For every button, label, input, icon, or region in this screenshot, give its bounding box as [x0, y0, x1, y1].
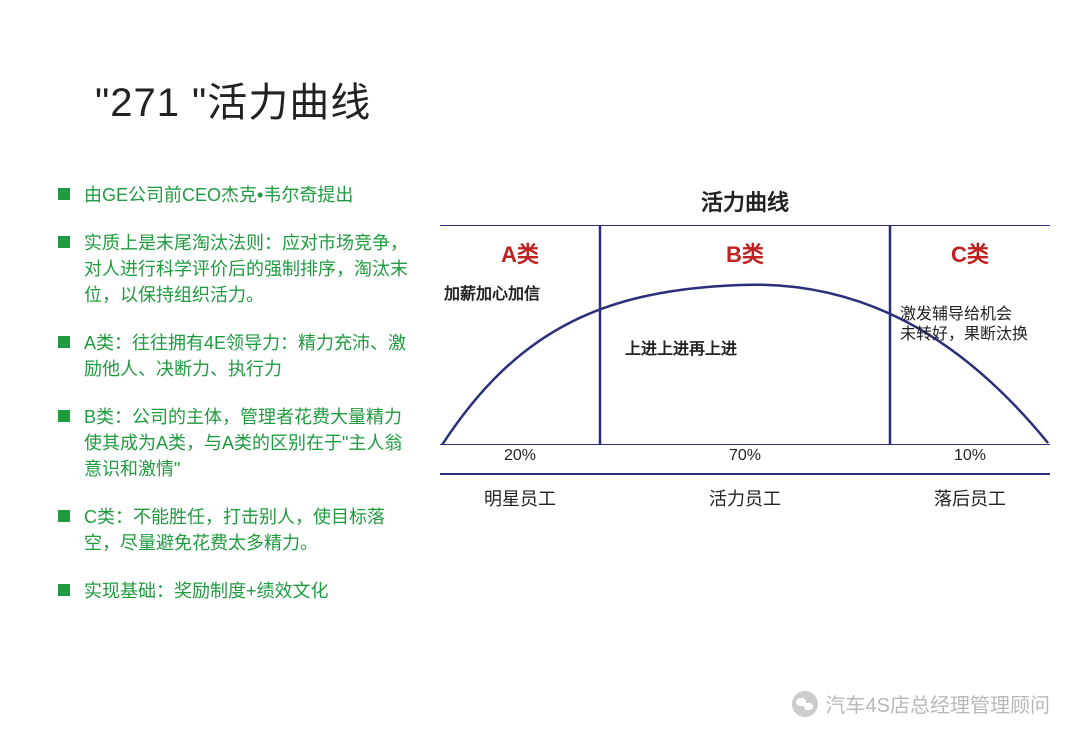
slide-title: "271 "活力曲线: [95, 70, 371, 128]
bullet-text: 由GE公司前CEO杰克•韦尔奇提出: [84, 182, 353, 208]
vitality-chart: 活力曲线 A类 B类 C类 加薪加心加信 上进上进再上进 激发辅导给机会 未转好…: [440, 185, 1050, 485]
bullet-square-icon: [58, 410, 70, 422]
bullet-square-icon: [58, 584, 70, 596]
list-item: C类：不能胜任，打击别人，使目标落空，尽量避免花费太多精力。: [58, 504, 413, 556]
annotation-b: 上进上进再上进: [625, 340, 737, 360]
bullet-text: A类：往往拥有4E领导力：精力充沛、激励他人、决断力、执行力: [84, 330, 413, 382]
wechat-icon: [792, 691, 818, 717]
pct-c: 10%: [890, 447, 1050, 465]
cat-c: 落后员工: [890, 485, 1050, 511]
bullet-text: 实质上是末尾淘汰法则：应对市场竞争，对人进行科学评价后的强制排序，淘汰末位，以保…: [84, 230, 413, 308]
bullet-text: 实现基础：奖励制度+绩效文化: [84, 578, 329, 604]
list-item: A类：往往拥有4E领导力：精力充沛、激励他人、决断力、执行力: [58, 330, 413, 382]
bullet-text: B类：公司的主体，管理者花费大量精力使其成为A类，与A类的区别在于"主人翁意识和…: [84, 404, 413, 482]
cat-a: 明星员工: [440, 485, 600, 511]
percent-row: 20% 70% 10%: [440, 447, 1050, 471]
bullet-text: C类：不能胜任，打击别人，使目标落空，尽量避免花费太多精力。: [84, 504, 413, 556]
chart-area: A类 B类 C类 加薪加心加信 上进上进再上进 激发辅导给机会 未转好，果断汰换: [440, 225, 1050, 445]
segment-label-a: A类: [440, 237, 600, 269]
footer-caption: 汽车4S店总经理管理顾问: [792, 689, 1050, 718]
list-item: 实质上是末尾淘汰法则：应对市场竞争，对人进行科学评价后的强制排序，淘汰末位，以保…: [58, 230, 413, 308]
segment-label-c: C类: [890, 237, 1050, 269]
bullet-square-icon: [58, 236, 70, 248]
list-item: 实现基础：奖励制度+绩效文化: [58, 578, 413, 604]
list-item: B类：公司的主体，管理者花费大量精力使其成为A类，与A类的区别在于"主人翁意识和…: [58, 404, 413, 482]
bullet-square-icon: [58, 188, 70, 200]
bullet-list: 由GE公司前CEO杰克•韦尔奇提出 实质上是末尾淘汰法则：应对市场竞争，对人进行…: [58, 182, 413, 626]
segment-label-b: B类: [600, 237, 890, 269]
footer-text: 汽车4S店总经理管理顾问: [826, 689, 1050, 718]
bullet-square-icon: [58, 510, 70, 522]
annotation-a: 加薪加心加信: [444, 285, 540, 305]
pct-b: 70%: [600, 447, 890, 465]
bullet-square-icon: [58, 336, 70, 348]
chart-title: 活力曲线: [440, 185, 1050, 217]
annotation-c: 激发辅导给机会 未转好，果断汰换: [900, 305, 1028, 345]
slide: "271 "活力曲线 由GE公司前CEO杰克•韦尔奇提出 实质上是末尾淘汰法则：…: [0, 0, 1080, 748]
cat-b: 活力员工: [600, 485, 890, 511]
list-item: 由GE公司前CEO杰克•韦尔奇提出: [58, 182, 413, 208]
category-row: 明星员工 活力员工 落后员工: [440, 485, 1050, 509]
pct-a: 20%: [440, 447, 600, 465]
